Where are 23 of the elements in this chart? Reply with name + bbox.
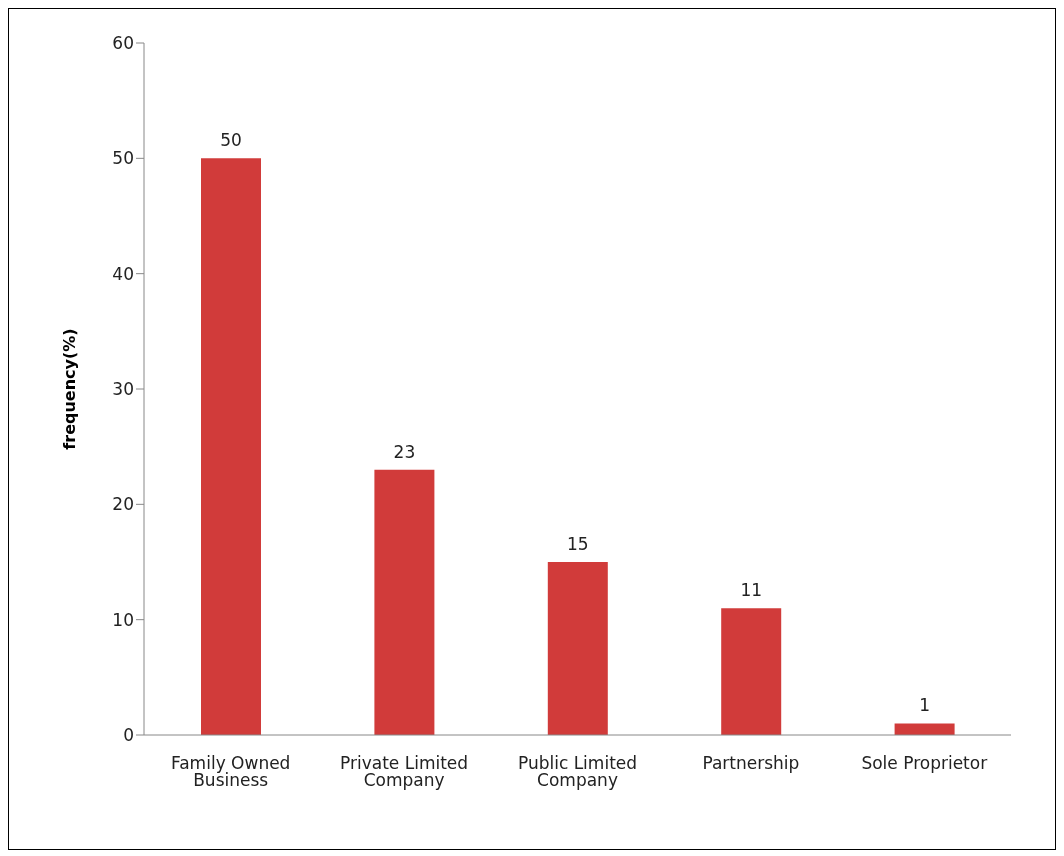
y-tick-label: 10	[112, 609, 134, 630]
y-tick-label: 60	[112, 33, 134, 54]
bar	[894, 723, 955, 735]
y-axis-title: frequency(%)	[59, 328, 79, 450]
bar	[374, 469, 435, 735]
bar	[721, 608, 782, 735]
data-label: 23	[393, 441, 416, 462]
data-label: 1	[919, 695, 931, 716]
x-tick-label: Family Owned Business	[170, 753, 291, 791]
bar	[201, 158, 261, 735]
x-tick-label: Public Limited Company	[517, 753, 638, 791]
y-tick-label: 40	[112, 263, 134, 284]
y-tick-label: 20	[112, 494, 134, 515]
x-tick-label: Partnership	[702, 753, 800, 774]
x-tick-label: Private Limited Company	[340, 753, 469, 791]
y-tick-label: 50	[112, 148, 134, 169]
y-tick-label: 0	[123, 725, 134, 746]
data-label: 15	[566, 534, 589, 554]
bar	[547, 562, 608, 735]
y-tick-label: 30	[112, 379, 134, 400]
data-label: 11	[740, 580, 763, 601]
x-tick-label: Sole Proprietor	[861, 753, 988, 774]
data-label: 50	[220, 130, 242, 151]
